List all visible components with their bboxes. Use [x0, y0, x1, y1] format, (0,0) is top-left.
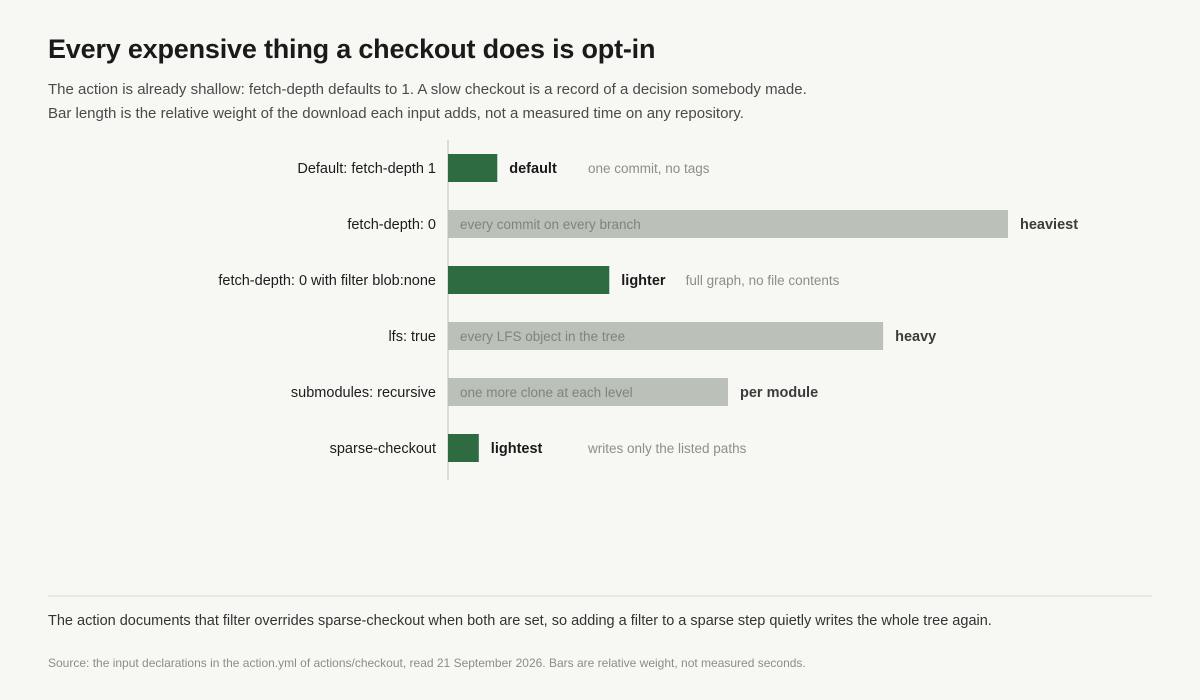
bar	[448, 154, 498, 182]
chart-title: Every expensive thing a checkout does is…	[48, 34, 656, 64]
source-note: Source: the input declarations in the ac…	[48, 656, 806, 670]
category-label: fetch-depth: 0 with filter blob:none	[218, 273, 436, 289]
category-label: fetch-depth: 0	[347, 217, 436, 233]
footnote: The action documents that filter overrid…	[48, 613, 992, 629]
subtitle-line: The action is already shallow: fetch-dep…	[48, 81, 807, 98]
subtitle-line: Bar length is the relative weight of the…	[48, 105, 744, 122]
bar-tag: heavy	[895, 329, 936, 345]
bar-tag: per module	[740, 385, 818, 401]
category-label: lfs: true	[388, 329, 436, 345]
bar-note: one commit, no tags	[588, 161, 710, 176]
bar	[448, 210, 1008, 238]
bar-tag: lightest	[491, 441, 543, 457]
category-label: sparse-checkout	[330, 441, 436, 457]
category-label: Default: fetch-depth 1	[297, 161, 436, 177]
bar-tag: lighter	[621, 273, 666, 289]
bar-note: every commit on every branch	[460, 217, 641, 232]
bar-note: one more clone at each level	[460, 385, 633, 400]
bar	[448, 322, 884, 350]
bar-note: every LFS object in the tree	[460, 329, 625, 344]
bar-chart: Default: fetch-depth 1 default one commit,…	[218, 140, 1078, 480]
bar	[448, 266, 610, 294]
bar	[448, 434, 479, 462]
bar	[448, 378, 728, 406]
bar-note: full graph, no file contents	[686, 273, 840, 288]
chart-subtitle: The action is already shallow: fetch-dep…	[48, 78, 1148, 126]
category-label: submodules: recursive	[291, 385, 436, 401]
bar-tag: heaviest	[1020, 217, 1078, 233]
bar-tag: default	[509, 161, 557, 177]
divider	[48, 595, 1152, 597]
bar-note: writes only the listed paths	[587, 441, 747, 456]
